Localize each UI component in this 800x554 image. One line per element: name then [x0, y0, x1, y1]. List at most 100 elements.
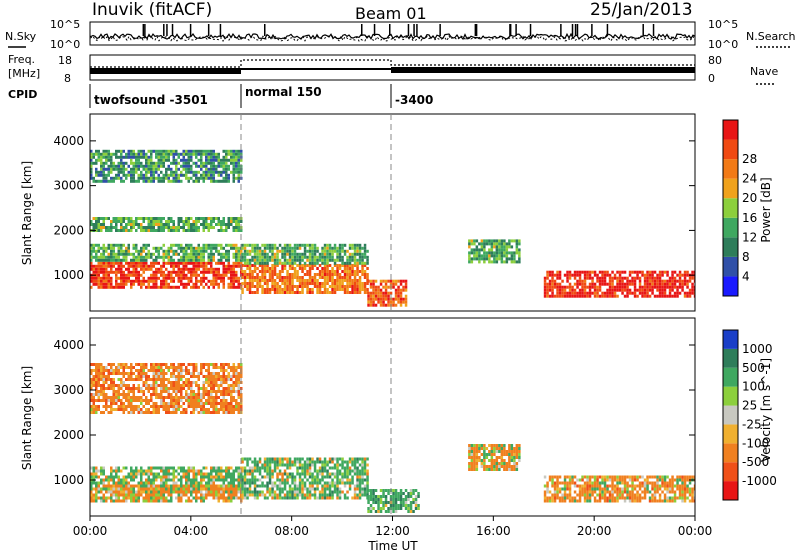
heatmap-cell — [117, 220, 120, 223]
heatmap-cell — [288, 246, 292, 250]
heatmap-cell — [217, 469, 220, 473]
heatmap-cell — [227, 472, 230, 476]
heatmap-cell — [125, 261, 128, 265]
heatmap-cell — [296, 288, 299, 291]
heatmap-cell — [125, 249, 128, 253]
heatmap-cell — [137, 255, 140, 259]
heatmap-cell — [311, 484, 314, 488]
heatmap-cell — [152, 487, 155, 491]
heatmap-cell — [237, 229, 240, 232]
heatmap-cell — [145, 170, 148, 174]
heatmap-cell — [187, 152, 190, 156]
heatmap-cell — [363, 282, 367, 285]
heatmap-cell — [503, 465, 506, 468]
heatmap-cell — [306, 279, 309, 282]
heatmap-cell — [586, 478, 589, 482]
heatmap-cell — [227, 261, 230, 265]
heatmap-cell — [276, 252, 279, 256]
heatmap-cell — [343, 472, 347, 476]
heatmap-cell — [356, 270, 359, 273]
heatmap-cell — [601, 475, 604, 479]
heatmap-cell — [227, 179, 230, 183]
heatmap-cell — [172, 279, 175, 283]
heatmap-cell — [278, 285, 282, 288]
heatmap-cell — [578, 282, 582, 286]
heatmap-cell — [603, 273, 607, 277]
heatmap-cell — [142, 152, 145, 156]
heatmap-cell — [212, 481, 215, 485]
heatmap-cell — [115, 466, 118, 470]
heatmap-cell — [107, 270, 110, 274]
heatmap-cell — [276, 285, 279, 288]
heatmap-cell — [483, 459, 486, 462]
heatmap-cell — [611, 493, 614, 497]
heatmap-cell — [372, 492, 375, 495]
heatmap-cell — [115, 469, 118, 473]
heatmap-cell — [298, 279, 302, 282]
heatmap-cell — [338, 264, 342, 267]
heatmap-cell — [278, 261, 282, 265]
heatmap-cell — [95, 381, 98, 384]
heatmap-cell — [227, 164, 230, 168]
heatmap-cell — [102, 466, 105, 470]
heatmap-cell — [399, 279, 403, 283]
heatmap-cell — [306, 496, 309, 500]
heatmap-cell — [382, 489, 385, 492]
heatmap-cell — [207, 258, 210, 262]
freq-unit-label: [MHz] — [8, 67, 40, 80]
heatmap-cell — [331, 270, 334, 273]
heatmap-cell — [130, 170, 133, 174]
heatmap-cell — [618, 279, 622, 283]
heatmap-cell — [673, 484, 677, 488]
heatmap-cell — [384, 504, 388, 507]
cpid-panel: CPID twofsound -3501 normal 150 -3400 — [8, 84, 433, 108]
heatmap-cell — [202, 220, 205, 223]
heatmap-cell — [468, 447, 471, 450]
heatmap-cell — [222, 484, 225, 488]
heatmap-cell — [397, 300, 400, 304]
heatmap-cell — [110, 158, 113, 162]
heatmap-cell — [253, 261, 257, 265]
heatmap-cell — [311, 472, 314, 476]
heatmap-cell — [656, 273, 659, 277]
heatmap-cell — [686, 279, 689, 283]
heatmap-cell — [658, 279, 662, 283]
heatmap-cell — [92, 155, 95, 159]
heatmap-cell — [608, 493, 612, 497]
heatmap-cell — [313, 249, 317, 253]
heatmap-cell — [207, 475, 210, 479]
heatmap-cell — [468, 444, 471, 447]
heatmap-cell — [232, 252, 235, 256]
heatmap-cell — [117, 161, 120, 165]
heatmap-cell — [177, 493, 180, 497]
heatmap-cell — [180, 282, 183, 286]
heatmap-cell — [261, 490, 264, 494]
heatmap-cell — [150, 478, 153, 482]
heatmap-cell — [182, 264, 185, 268]
heatmap-cell — [232, 261, 235, 265]
heatmap-cell — [190, 276, 193, 280]
heatmap-cell — [110, 220, 113, 223]
heatmap-cell — [100, 155, 103, 159]
heatmap-cell — [281, 460, 284, 464]
heatmap-cell — [135, 223, 138, 226]
heatmap-cell — [175, 249, 178, 253]
heatmap-cell — [165, 496, 168, 500]
heatmap-cell — [210, 179, 213, 183]
heatmap-cell — [601, 490, 604, 494]
heatmap-cell — [115, 176, 118, 180]
heatmap-cell — [253, 291, 257, 294]
heatmap-cell — [125, 217, 128, 220]
power-heatmap — [90, 149, 695, 307]
heatmap-cell — [291, 252, 294, 256]
heatmap-cell — [132, 267, 135, 271]
heatmap-cell — [358, 288, 362, 291]
heatmap-cell — [210, 173, 213, 177]
heatmap-cell — [263, 255, 267, 259]
heatmap-cell — [500, 447, 504, 450]
heatmap-cell — [230, 170, 233, 174]
heatmap-cell — [222, 285, 225, 289]
heatmap-cell — [187, 496, 190, 500]
heatmap-cell — [132, 152, 135, 156]
heatmap-cell — [120, 487, 123, 491]
